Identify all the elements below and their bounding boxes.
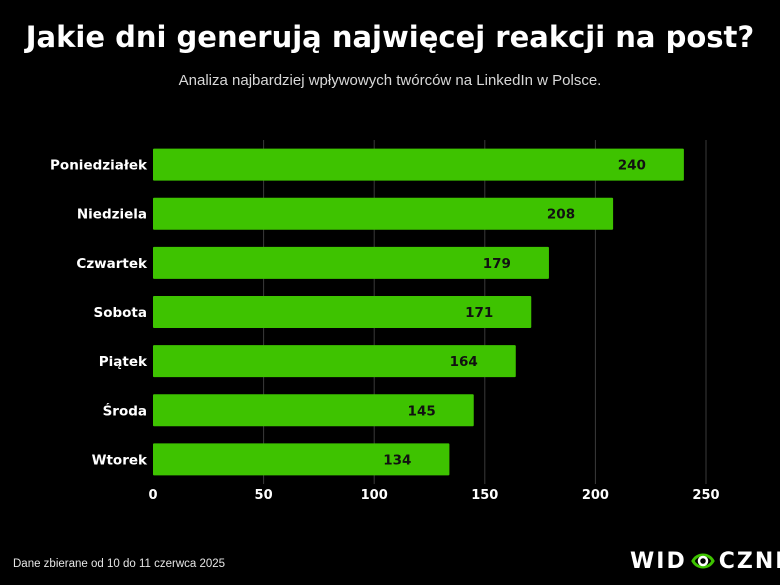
bar-value-label: 208 (547, 207, 575, 223)
bar-value-label: 145 (408, 403, 436, 419)
category-label: Czwartek (76, 256, 148, 272)
category-label: Poniedziałek (50, 158, 148, 174)
x-tick-label: 150 (471, 488, 498, 503)
bar (153, 246, 549, 279)
logo-text-right: CZNI (718, 548, 780, 574)
bar (153, 197, 614, 230)
category-label: Niedziela (77, 207, 147, 223)
x-tick-label: 100 (361, 488, 388, 503)
bar (153, 296, 532, 328)
bar-value-label: 134 (383, 452, 411, 468)
bar (153, 443, 450, 476)
bar-value-label: 240 (618, 158, 646, 174)
bar-value-label: 164 (450, 354, 478, 370)
bar (153, 345, 516, 378)
eye-swirl-icon (691, 553, 715, 569)
brand-logo: WID CZNI (630, 547, 780, 575)
category-label: Piątek (99, 354, 148, 370)
bar-value-label: 179 (483, 256, 511, 272)
category-label: Wtorek (92, 452, 148, 468)
category-label: Środa (103, 401, 147, 419)
logo-text-left: WID (630, 548, 687, 574)
data-collection-note: Dane zbierane od 10 do 11 czerwca 2025 (13, 558, 226, 570)
x-tick-label: 250 (692, 488, 719, 503)
bar-value-label: 171 (465, 305, 493, 321)
x-tick-label: 0 (148, 488, 157, 503)
bar (153, 148, 684, 181)
x-tick-label: 200 (582, 488, 609, 503)
category-label: Sobota (94, 305, 148, 321)
chart-subtitle: Analiza najbardziej wpływowych twórców n… (178, 72, 602, 89)
chart-title: Jakie dni generują najwięcej reakcji na … (25, 20, 755, 54)
bar (153, 394, 474, 427)
x-tick-label: 50 (255, 488, 273, 503)
